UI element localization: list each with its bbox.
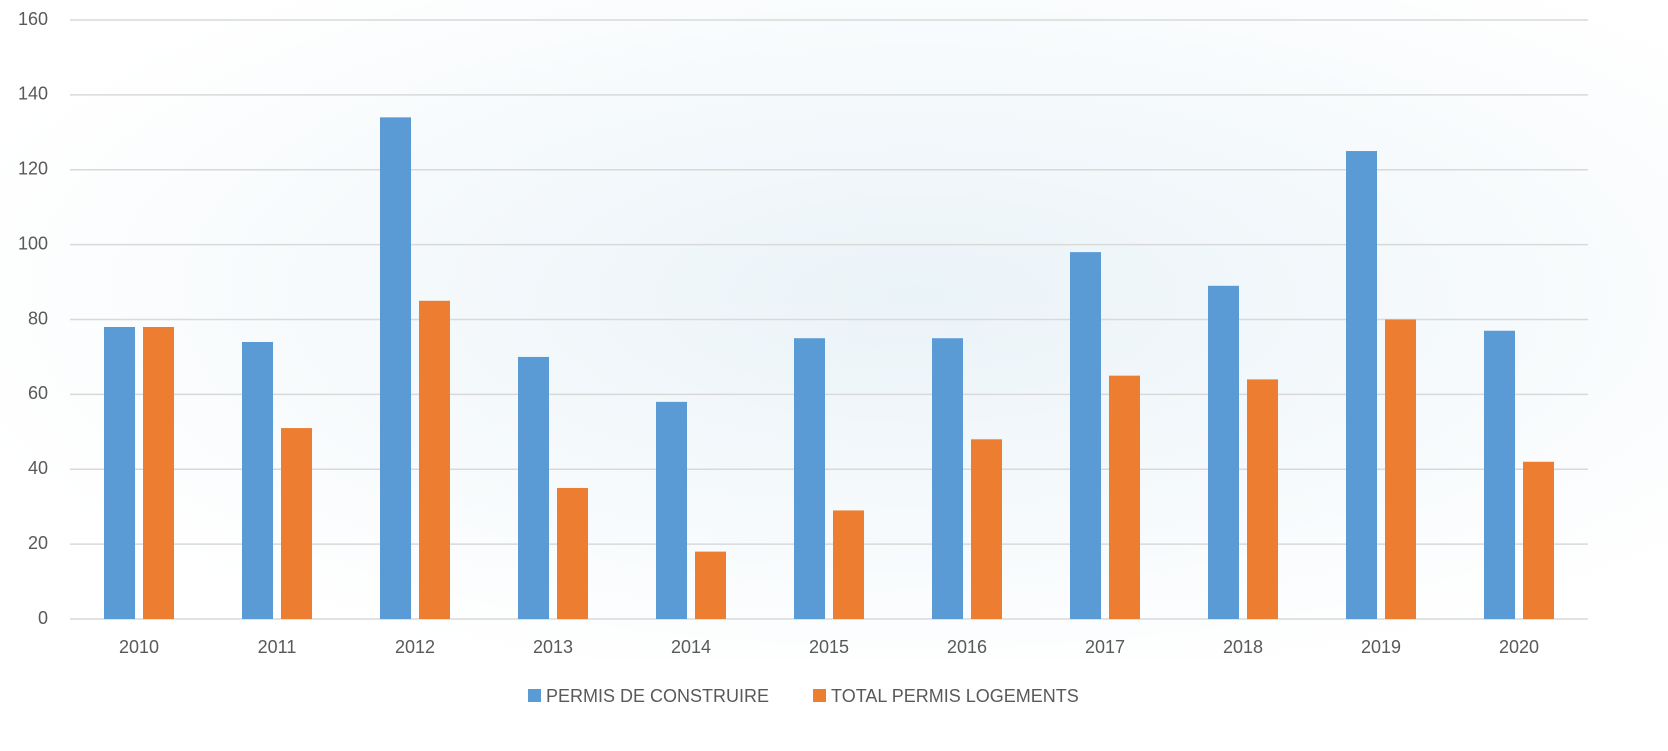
x-tick-label: 2016	[947, 637, 987, 657]
bar	[1523, 461, 1554, 619]
x-tick-label: 2013	[533, 637, 573, 657]
x-tick-label: 2015	[809, 637, 849, 657]
bar	[1247, 379, 1278, 619]
bar	[281, 428, 312, 619]
y-tick-label: 80	[28, 308, 48, 328]
bar	[971, 439, 1002, 619]
bar	[518, 356, 549, 619]
bar	[656, 401, 687, 619]
y-tick-label: 120	[18, 159, 48, 179]
x-tick-label: 2012	[395, 637, 435, 657]
legend-swatch	[528, 689, 541, 702]
y-tick-label: 100	[18, 233, 48, 253]
x-tick-label: 2017	[1085, 637, 1125, 657]
bar	[833, 510, 864, 619]
bar	[380, 117, 411, 620]
x-tick-label: 2020	[1499, 637, 1539, 657]
legend-label: TOTAL PERMIS LOGEMENTS	[831, 686, 1079, 706]
bar	[557, 487, 588, 619]
bar	[1385, 319, 1416, 619]
y-tick-label: 20	[28, 533, 48, 553]
y-tick-label: 160	[18, 9, 48, 29]
legend-label: PERMIS DE CONSTRUIRE	[546, 686, 769, 706]
bar	[695, 551, 726, 619]
y-tick-label: 140	[18, 84, 48, 104]
bar	[932, 338, 963, 619]
bar	[419, 300, 450, 619]
legend-swatch	[813, 689, 827, 702]
x-tick-label: 2011	[258, 637, 297, 657]
bar	[242, 341, 273, 619]
y-tick-label: 40	[28, 458, 48, 478]
bar	[794, 338, 825, 619]
x-tick-label: 2019	[1361, 637, 1401, 657]
x-tick-label: 2010	[119, 637, 159, 657]
bar	[1346, 151, 1377, 619]
bar	[1070, 252, 1101, 620]
bar	[143, 326, 174, 619]
bar	[1109, 375, 1140, 619]
y-tick-label: 0	[38, 608, 48, 628]
bar	[1484, 330, 1515, 619]
bar	[104, 326, 135, 619]
y-tick-label: 60	[28, 383, 48, 403]
x-tick-label: 2014	[671, 637, 711, 657]
x-tick-label: 2018	[1223, 637, 1263, 657]
bar	[1208, 285, 1239, 619]
